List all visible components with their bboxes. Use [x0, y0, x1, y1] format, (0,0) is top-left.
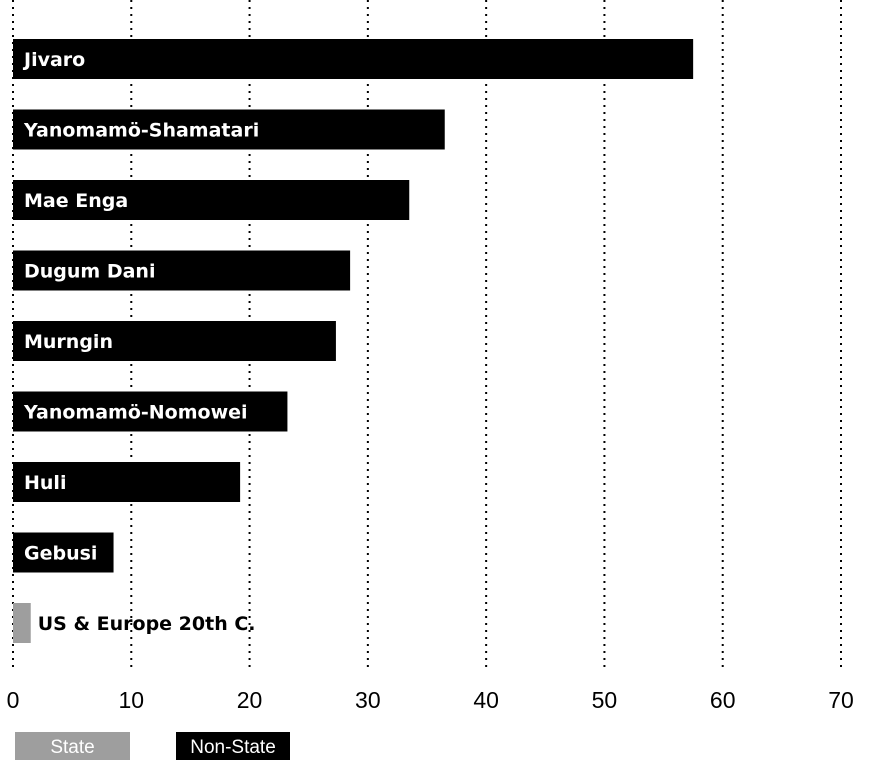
- bar-label-2: Mae Enga: [24, 190, 128, 212]
- x-tick-label-0: 0: [7, 687, 20, 713]
- bar-7: [13, 532, 114, 573]
- bar-3: [13, 250, 351, 291]
- bar-8: [13, 603, 31, 643]
- bar-label-6: Huli: [24, 472, 66, 494]
- x-axis-ticks: 0 10 20 30 40 50 60 70: [7, 687, 854, 713]
- bar-1: [13, 109, 445, 150]
- legend-label-0: State: [50, 737, 94, 758]
- bar-6: [13, 462, 241, 502]
- x-tick-label-40: 40: [473, 687, 499, 713]
- x-tick-label-70: 70: [828, 687, 854, 713]
- bar-4: [13, 321, 336, 361]
- bar-label-3: Dugum Dani: [24, 261, 155, 283]
- x-tick-label-30: 30: [355, 687, 381, 713]
- x-tick-label-60: 60: [710, 687, 736, 713]
- bars: Jivaro Yanomamö-Shamatari Mae Enga Dugum Da…: [13, 39, 694, 643]
- bar-label-5: Yanomamö-Nomowei: [23, 402, 248, 424]
- bar-label-0: Jivaro: [22, 49, 85, 71]
- bar-label-4: Murngin: [24, 331, 113, 353]
- bar-label-7: Gebusi: [24, 543, 97, 565]
- legend-swatch-1: [176, 732, 290, 760]
- x-tick-label-10: 10: [118, 687, 144, 713]
- x-tick-label-50: 50: [592, 687, 618, 713]
- bar-5: [13, 391, 288, 432]
- bar-label-8: US & Europe 20th C.: [38, 613, 256, 635]
- bar-0: [13, 39, 694, 79]
- legend-swatch-0: [15, 732, 130, 760]
- x-tick-label-20: 20: [237, 687, 263, 713]
- legend-label-1: Non-State: [190, 737, 276, 758]
- legend: State Non-State: [15, 732, 290, 760]
- bar-label-1: Yanomamö-Shamatari: [23, 120, 259, 142]
- bar-2: [13, 180, 410, 220]
